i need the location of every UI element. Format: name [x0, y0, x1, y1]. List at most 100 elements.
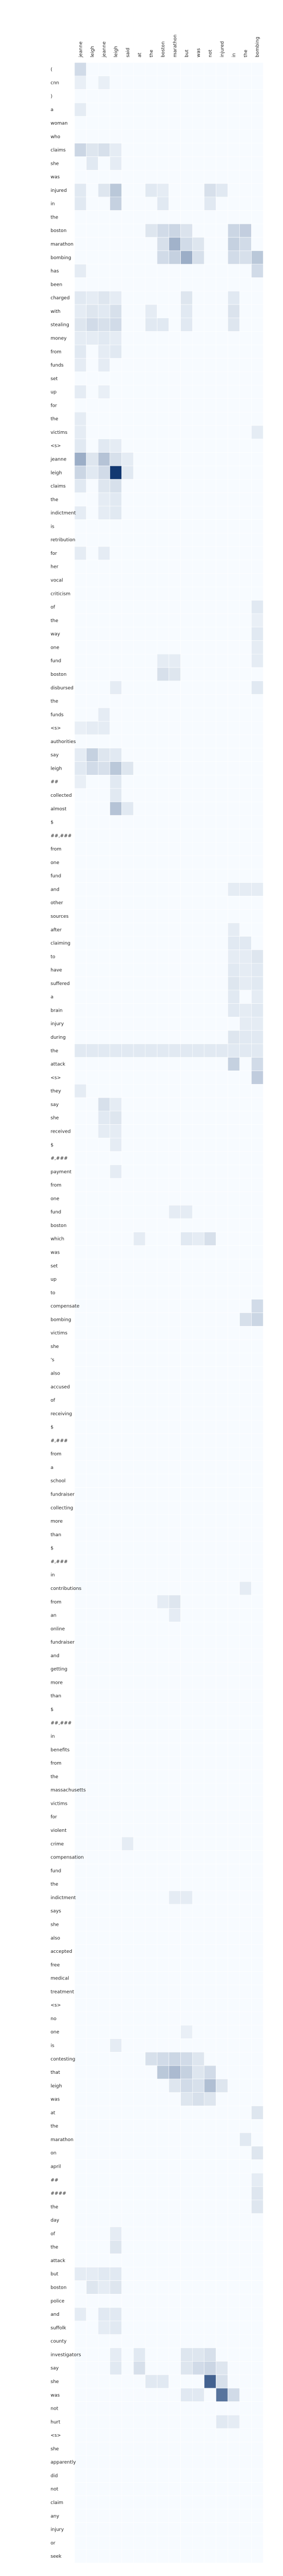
heatmap-cell — [122, 291, 134, 305]
heatmap-cell — [145, 439, 157, 453]
heatmap-cell — [133, 1084, 145, 1098]
y-tick-label: injury — [51, 2528, 64, 2533]
heatmap-cell — [145, 735, 157, 748]
heatmap-cell — [251, 305, 263, 318]
heatmap-cell — [157, 1662, 169, 1676]
heatmap-cell — [75, 426, 87, 439]
heatmap-cell — [192, 1272, 204, 1286]
heatmap-cell — [251, 2200, 263, 2214]
heatmap-cell — [204, 332, 216, 345]
heatmap-cell — [251, 2254, 263, 2267]
heatmap-cell — [98, 2039, 110, 2052]
heatmap-cell — [204, 1958, 216, 1972]
y-tick-label: $ — [51, 1707, 54, 1712]
heatmap-cell — [133, 950, 145, 963]
heatmap-cell — [251, 264, 263, 278]
heatmap-cell — [87, 533, 99, 546]
heatmap-cell — [169, 2267, 181, 2281]
heatmap-cell — [204, 667, 216, 681]
heatmap-cell — [145, 937, 157, 950]
heatmap-cell — [240, 2456, 252, 2469]
heatmap-cell — [216, 2496, 228, 2509]
heatmap-cell — [204, 2482, 216, 2496]
heatmap-cell — [204, 493, 216, 506]
heatmap-cell — [145, 842, 157, 856]
heatmap-cell — [204, 1918, 216, 1931]
heatmap-cell — [87, 2307, 99, 2321]
heatmap-cell — [228, 2375, 240, 2388]
heatmap-cell — [145, 762, 157, 775]
y-tick-label: from — [51, 349, 61, 355]
heatmap-cell — [98, 2428, 110, 2442]
heatmap-cell — [110, 2496, 122, 2509]
heatmap-cell — [192, 869, 204, 883]
heatmap-cell — [240, 546, 252, 560]
heatmap-cell — [87, 305, 99, 318]
heatmap-cell — [216, 2227, 228, 2241]
heatmap-cell — [75, 802, 87, 816]
heatmap-cell — [216, 856, 228, 869]
heatmap-cell — [228, 963, 240, 977]
heatmap-cell — [169, 1232, 181, 1246]
y-tick-label: set — [51, 1263, 58, 1269]
y-tick-label: was — [51, 2393, 60, 2398]
heatmap-cell — [169, 587, 181, 600]
heatmap-cell — [110, 1810, 122, 1824]
heatmap-cell — [181, 560, 193, 574]
heatmap-cell — [75, 1837, 87, 1851]
heatmap-cell — [169, 2428, 181, 2442]
heatmap-cell — [75, 1488, 87, 1501]
heatmap-cell — [157, 1864, 169, 1877]
heatmap-cell — [169, 1904, 181, 1918]
heatmap-cell — [169, 2133, 181, 2146]
heatmap-cell — [157, 2160, 169, 2173]
heatmap-cell — [75, 990, 87, 1004]
heatmap-cell — [157, 2294, 169, 2307]
heatmap-cell — [169, 345, 181, 358]
heatmap-cell — [192, 2307, 204, 2321]
heatmap-cell — [75, 170, 87, 184]
heatmap-cell — [122, 600, 134, 614]
heatmap-cell — [204, 2119, 216, 2133]
y-tick-label: $ — [51, 1143, 54, 1148]
heatmap-cell — [157, 788, 169, 802]
heatmap-cell — [192, 2106, 204, 2119]
heatmap-cell — [157, 1609, 169, 1622]
heatmap-cell — [204, 1528, 216, 1541]
heatmap-cell — [98, 1017, 110, 1030]
heatmap-cell — [110, 1447, 122, 1461]
heatmap-cell — [192, 1447, 204, 1461]
heatmap-cell — [228, 1353, 240, 1367]
heatmap-cell — [169, 318, 181, 332]
heatmap-cell — [157, 2133, 169, 2146]
heatmap-cell — [133, 963, 145, 977]
heatmap-cell — [251, 1555, 263, 1569]
heatmap-cell — [228, 1219, 240, 1232]
y-tick-label: claims — [51, 148, 66, 153]
heatmap-cell — [98, 654, 110, 667]
heatmap-cell — [87, 224, 99, 237]
heatmap-cell — [228, 1797, 240, 1811]
y-tick-label: of — [51, 605, 56, 610]
heatmap-cell — [251, 2388, 263, 2402]
heatmap-cell — [75, 479, 87, 493]
heatmap-cell — [192, 1434, 204, 1448]
heatmap-cell — [145, 1783, 157, 1797]
heatmap-cell — [204, 2025, 216, 2039]
heatmap-cell — [122, 748, 134, 762]
heatmap-cell — [251, 76, 263, 90]
heatmap-cell — [122, 1783, 134, 1797]
heatmap-cell — [181, 1649, 193, 1662]
heatmap-cell — [240, 2442, 252, 2456]
heatmap-cell — [169, 1810, 181, 1824]
heatmap-cell — [181, 748, 193, 762]
heatmap-cell — [157, 76, 169, 90]
heatmap-cell — [228, 332, 240, 345]
heatmap-cell — [98, 896, 110, 909]
heatmap-cell — [204, 1205, 216, 1219]
heatmap-cell — [204, 1756, 216, 1770]
heatmap-cell — [216, 277, 228, 291]
heatmap-cell — [110, 372, 122, 385]
heatmap-cell — [145, 1501, 157, 1514]
heatmap-cell — [204, 2428, 216, 2442]
